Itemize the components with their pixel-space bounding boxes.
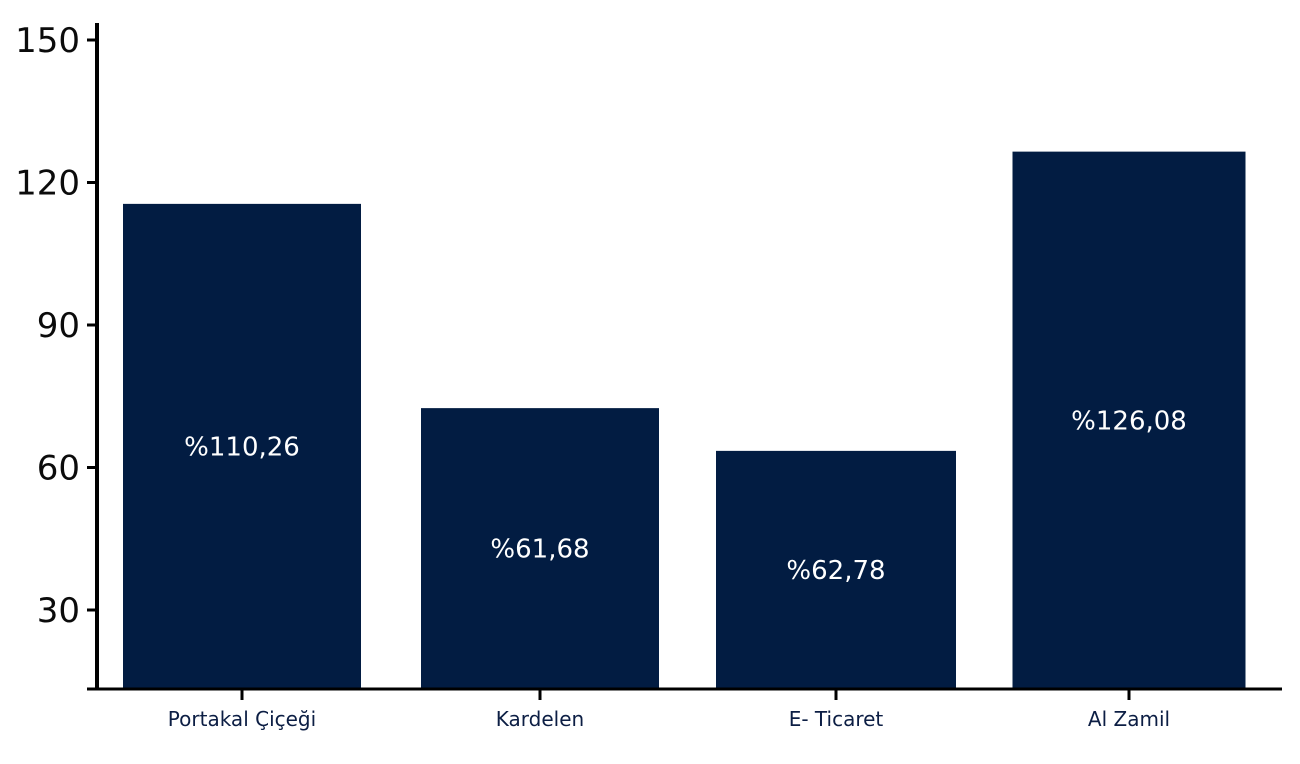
data-label-1: %61,68: [490, 535, 589, 565]
y-tick-label-2: 90: [37, 306, 80, 346]
data-labels-group: %110,26 %61,68 %62,78 %126,08: [184, 406, 1187, 586]
bar-3: [1012, 151, 1246, 689]
category-label-0: Portakal Çiçeği: [168, 707, 316, 731]
y-tick-label-3: 120: [15, 164, 80, 204]
category-label-3: Al Zamil: [1088, 707, 1170, 731]
bars-group: [123, 151, 1246, 689]
y-tick-label-4: 150: [15, 21, 80, 61]
y-tick-label-1: 60: [37, 449, 80, 489]
bar-1: [421, 408, 659, 689]
x-axis: Portakal Çiçeği Kardelen E- Ticaret Al Zami…: [87, 687, 1282, 731]
data-label-0: %110,26: [184, 432, 300, 462]
y-axis: 30 60 90 120 150: [15, 21, 99, 690]
category-label-2: E- Ticaret: [789, 707, 884, 731]
category-label-1: Kardelen: [496, 707, 584, 731]
bar-2: [716, 450, 956, 689]
y-tick-label-0: 30: [37, 591, 80, 631]
data-label-3: %126,08: [1071, 406, 1187, 436]
bar-0: [123, 203, 361, 689]
data-label-2: %62,78: [786, 556, 885, 586]
